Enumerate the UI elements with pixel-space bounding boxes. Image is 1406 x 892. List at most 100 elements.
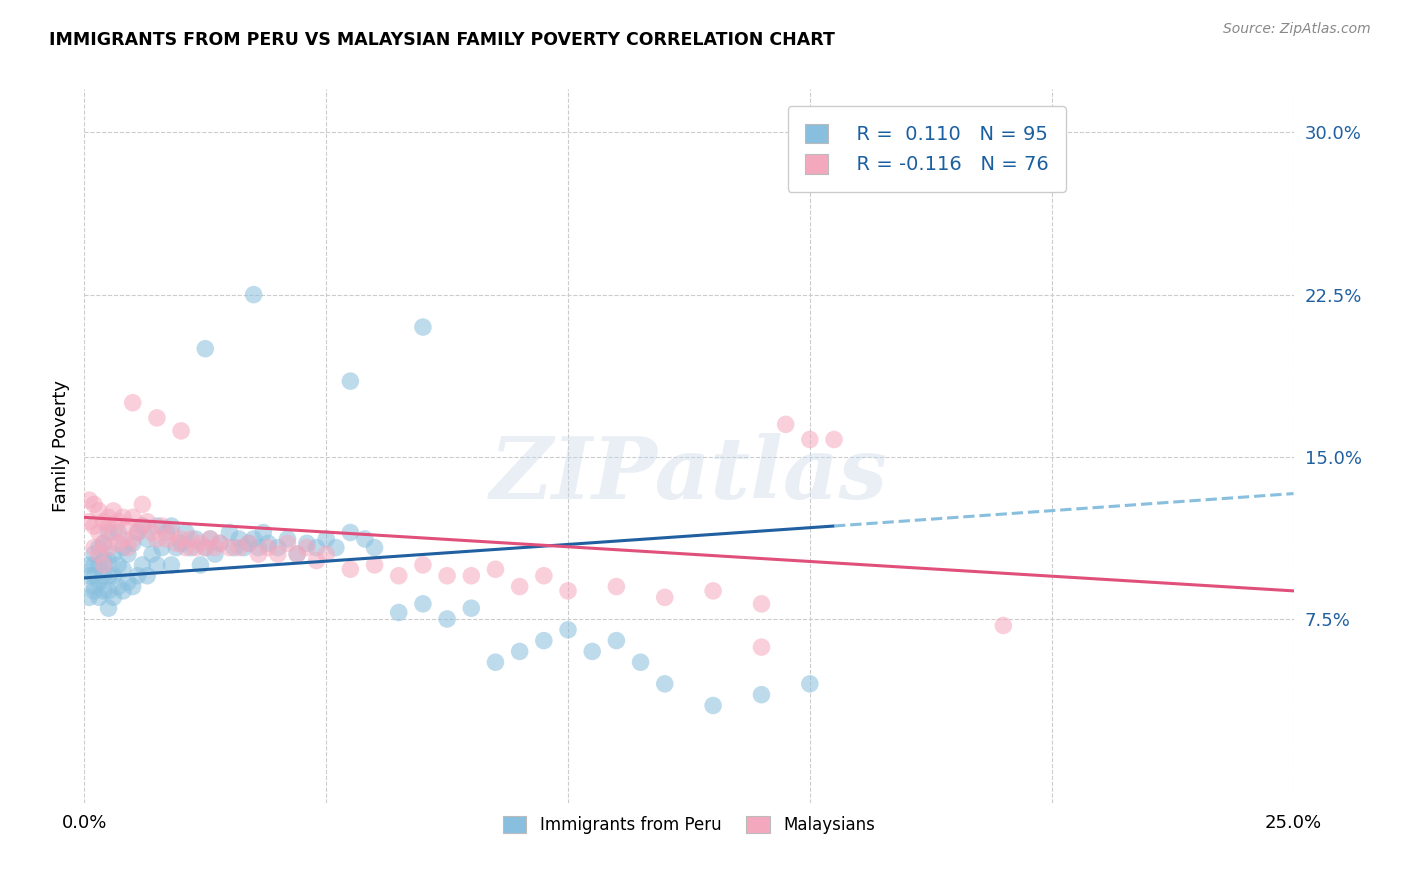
Point xyxy=(131,558,153,572)
Point xyxy=(799,433,821,447)
Point xyxy=(107,536,129,550)
Point xyxy=(83,547,105,561)
Point xyxy=(170,536,193,550)
Point xyxy=(194,342,217,356)
Point xyxy=(121,532,143,546)
Point xyxy=(117,575,139,590)
Point xyxy=(97,553,120,567)
Point xyxy=(751,640,773,654)
Point xyxy=(436,568,458,582)
Point xyxy=(533,568,555,582)
Point xyxy=(654,677,676,691)
Point xyxy=(97,510,120,524)
Point xyxy=(460,601,482,615)
Point xyxy=(702,583,724,598)
Point xyxy=(581,644,603,658)
Point xyxy=(93,536,115,550)
Point xyxy=(257,536,280,550)
Point xyxy=(509,580,531,594)
Point xyxy=(325,541,347,555)
Point xyxy=(194,541,217,555)
Point xyxy=(87,541,110,555)
Point xyxy=(252,525,274,540)
Point xyxy=(823,433,845,447)
Text: Source: ZipAtlas.com: Source: ZipAtlas.com xyxy=(1223,22,1371,37)
Point xyxy=(174,541,197,555)
Point xyxy=(160,519,183,533)
Point xyxy=(87,525,110,540)
Point xyxy=(121,510,143,524)
Point xyxy=(238,536,260,550)
Point xyxy=(412,558,434,572)
Point xyxy=(276,532,298,546)
Point xyxy=(247,547,270,561)
Point xyxy=(630,655,652,669)
Point xyxy=(557,623,579,637)
Point xyxy=(267,547,290,561)
Point xyxy=(117,547,139,561)
Y-axis label: Family Poverty: Family Poverty xyxy=(52,380,70,512)
Point xyxy=(117,519,139,533)
Point xyxy=(107,558,129,572)
Point xyxy=(83,519,105,533)
Point xyxy=(93,553,115,567)
Point xyxy=(77,515,100,529)
Text: IMMIGRANTS FROM PERU VS MALAYSIAN FAMILY POVERTY CORRELATION CHART: IMMIGRANTS FROM PERU VS MALAYSIAN FAMILY… xyxy=(49,31,835,49)
Point xyxy=(131,519,153,533)
Point xyxy=(136,568,159,582)
Point xyxy=(354,532,377,546)
Point xyxy=(198,532,221,546)
Point xyxy=(242,287,264,301)
Point xyxy=(103,568,125,582)
Point xyxy=(460,568,482,582)
Point xyxy=(775,417,797,432)
Point xyxy=(180,532,202,546)
Point xyxy=(247,541,270,555)
Point xyxy=(170,532,193,546)
Point xyxy=(97,601,120,615)
Point xyxy=(127,568,149,582)
Point xyxy=(190,536,212,550)
Point xyxy=(388,568,411,582)
Point xyxy=(107,525,129,540)
Point xyxy=(242,532,264,546)
Point xyxy=(412,320,434,334)
Point xyxy=(87,504,110,518)
Point xyxy=(174,525,197,540)
Point xyxy=(557,583,579,598)
Point xyxy=(93,558,115,572)
Point xyxy=(276,536,298,550)
Point xyxy=(208,536,231,550)
Point xyxy=(605,633,627,648)
Point xyxy=(112,583,135,598)
Point xyxy=(93,536,115,550)
Point xyxy=(285,547,308,561)
Point xyxy=(87,591,110,605)
Point xyxy=(484,655,506,669)
Point xyxy=(509,644,531,658)
Point xyxy=(267,541,290,555)
Text: ZIPatlas: ZIPatlas xyxy=(489,433,889,516)
Point xyxy=(218,541,240,555)
Point xyxy=(131,519,153,533)
Point xyxy=(194,541,217,555)
Point xyxy=(198,532,221,546)
Point xyxy=(141,525,163,540)
Point xyxy=(112,532,135,546)
Point xyxy=(93,515,115,529)
Point xyxy=(315,547,337,561)
Point xyxy=(121,580,143,594)
Point xyxy=(150,541,173,555)
Point xyxy=(77,591,100,605)
Point xyxy=(136,515,159,529)
Point xyxy=(204,541,226,555)
Point xyxy=(146,519,169,533)
Point xyxy=(97,525,120,540)
Point xyxy=(93,568,115,582)
Point xyxy=(228,541,250,555)
Point xyxy=(146,410,169,425)
Point xyxy=(238,536,260,550)
Point xyxy=(165,541,187,555)
Point xyxy=(204,547,226,561)
Point xyxy=(93,583,115,598)
